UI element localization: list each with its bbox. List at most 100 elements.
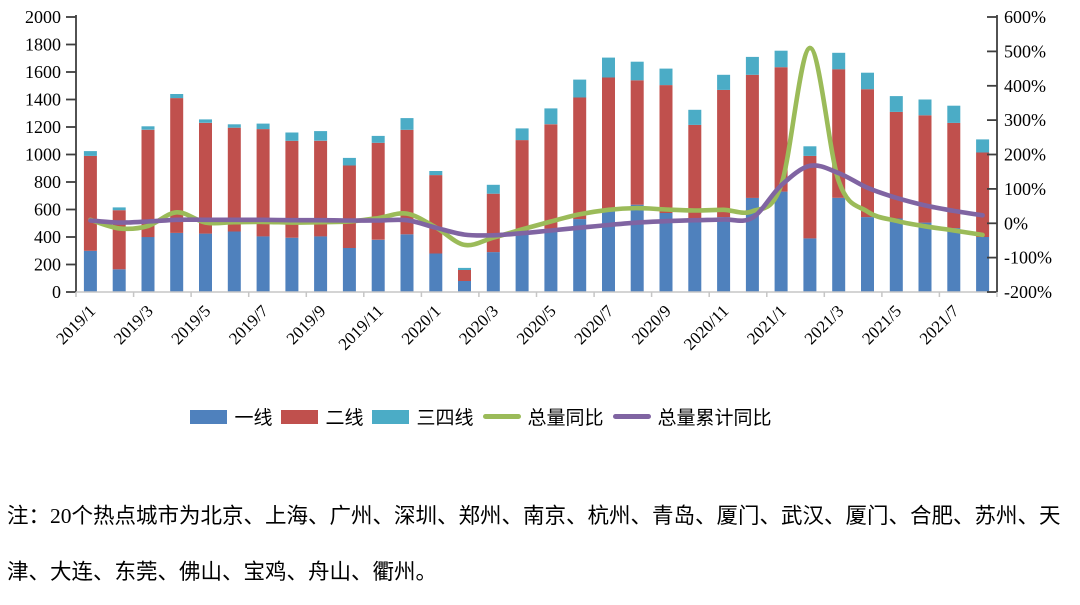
bar-segment-0 (342, 248, 356, 292)
stacked-bars (83, 50, 990, 293)
x-axis-tick-label: 2021/1 (743, 301, 790, 348)
bar-segment-1 (141, 129, 155, 238)
bar-segment-2 (976, 139, 990, 153)
bar-segment-0 (918, 222, 932, 292)
right-axis-tick-label: 200% (1004, 145, 1046, 165)
bar-segment-1 (400, 129, 414, 235)
x-axis-tick-label: 2019/9 (283, 301, 330, 348)
left-axis-tick-label: 400 (34, 227, 61, 247)
bar-segment-0 (141, 237, 155, 292)
bar-segment-0 (429, 253, 443, 292)
legend-label-yoy: 总量同比 (527, 408, 604, 429)
footnote: 注：20个热点城市为北京、上海、广州、深圳、郑州、南京、杭州、青岛、厦门、武汉、… (7, 504, 1061, 585)
bar-segment-0 (314, 236, 328, 292)
bar-segment-0 (285, 237, 299, 292)
bar-segment-1 (918, 115, 932, 223)
bar-segment-1 (947, 122, 961, 229)
x-axis-tick-label: 2020/3 (455, 301, 502, 348)
x-axis-tick-label: 2021/7 (916, 301, 963, 348)
x-axis-tick-label: 2019/7 (225, 301, 272, 348)
bar-segment-1 (861, 89, 874, 218)
bar-segment-0 (83, 250, 97, 293)
bar-segment-0 (889, 218, 903, 292)
bar-segment-2 (83, 151, 97, 156)
bar-segment-2 (400, 118, 414, 130)
bar-segment-1 (429, 175, 443, 254)
bar-segment-2 (515, 128, 529, 141)
bar-segment-0 (400, 234, 414, 293)
tier34-color-swatch (372, 409, 410, 424)
bar-segment-0 (602, 210, 615, 292)
left-axis-tick-label: 1600 (25, 62, 61, 82)
legend-label-cum-yoy: 总量累计同比 (657, 408, 772, 429)
legend-label-tier1: 一线 (234, 408, 273, 429)
x-axis-tick-label: 2020/9 (628, 301, 675, 348)
bar-segment-1 (83, 155, 97, 251)
bar-segment-2 (717, 74, 731, 90)
bar-segment-2 (630, 61, 644, 81)
bar-segment-2 (774, 50, 788, 68)
bar-segment-1 (976, 152, 990, 237)
bar-segment-1 (889, 111, 903, 219)
bar-segment-1 (573, 97, 587, 220)
x-axis-tick-label: 2019/11 (335, 301, 387, 353)
cumulative-yoy-line (88, 163, 985, 238)
right-axis-tick-label: 600% (1004, 7, 1046, 27)
bar-segment-1 (371, 142, 385, 240)
right-axis-tick-label: 400% (1004, 76, 1046, 96)
x-axis-tick-label: 2020/7 (570, 301, 617, 348)
bar-segment-1 (803, 155, 817, 239)
x-axis-labels: 2019/1 2019/3 2019/5 2019/7 2019/9 2019/11 202… (52, 301, 963, 354)
x-axis-tick-label: 2021/3 (801, 301, 848, 348)
bar-segment-2 (688, 109, 702, 125)
bar-segment-0 (256, 236, 270, 292)
bar-segment-0 (832, 197, 846, 292)
bar-segment-0 (544, 228, 558, 293)
bar-segment-2 (199, 119, 212, 123)
left-axis-tick-label: 1200 (25, 117, 61, 137)
bar-segment-1 (659, 85, 673, 213)
bar-segment-2 (170, 94, 184, 99)
bar-segment-0 (227, 231, 241, 292)
bar-segment-0 (976, 237, 990, 292)
bar-segment-0 (112, 269, 126, 292)
legend-item-tier1: 一线 (190, 403, 272, 430)
left-axis-tick-label: 200 (34, 255, 61, 275)
left-axis-tick-label: 2000 (25, 7, 61, 27)
axes: 0 200 400 600 800 1000 1200 1400 1600 1800 2000 -20… (25, 7, 1052, 302)
x-axis-tick-label: 2019/5 (167, 301, 214, 348)
bar-segment-1 (199, 122, 212, 234)
legend-item-tier34: 三四线 (372, 403, 474, 430)
bar-segment-0 (371, 239, 385, 293)
bar-segment-2 (227, 124, 241, 128)
bar-segment-1 (544, 124, 558, 229)
left-axis-tick-label: 600 (34, 200, 61, 220)
bar-segment-1 (256, 129, 270, 237)
left-axis-tick-label: 0 (52, 282, 61, 302)
right-axis-tick-label: 500% (1004, 41, 1046, 61)
bar-segment-1 (515, 140, 529, 235)
bar-segment-0 (688, 219, 702, 292)
bar-segment-2 (573, 79, 587, 98)
bar-segment-0 (803, 238, 817, 292)
bar-segment-0 (170, 232, 184, 292)
left-axis-tick-label: 1400 (25, 90, 61, 110)
bar-segment-2 (745, 56, 759, 75)
bar-segment-2 (861, 72, 874, 90)
right-axis-tick-label: 100% (1004, 179, 1046, 199)
bar-segment-0 (947, 228, 961, 292)
bar-segment-0 (659, 212, 673, 292)
bar-segment-1 (314, 140, 328, 237)
yoy-line (88, 45, 985, 248)
bar-segment-1 (486, 193, 500, 253)
bar-segment-2 (342, 157, 356, 166)
bar-segment-2 (112, 207, 126, 211)
bar-segment-1 (227, 127, 241, 232)
left-axis-tick-label: 1800 (25, 35, 61, 55)
bar-segment-1 (458, 270, 471, 281)
bar-segment-2 (544, 108, 558, 125)
bar-segment-2 (141, 126, 155, 130)
legend-item-yoy: 总量同比 (482, 403, 604, 430)
bar-segment-0 (199, 233, 212, 292)
